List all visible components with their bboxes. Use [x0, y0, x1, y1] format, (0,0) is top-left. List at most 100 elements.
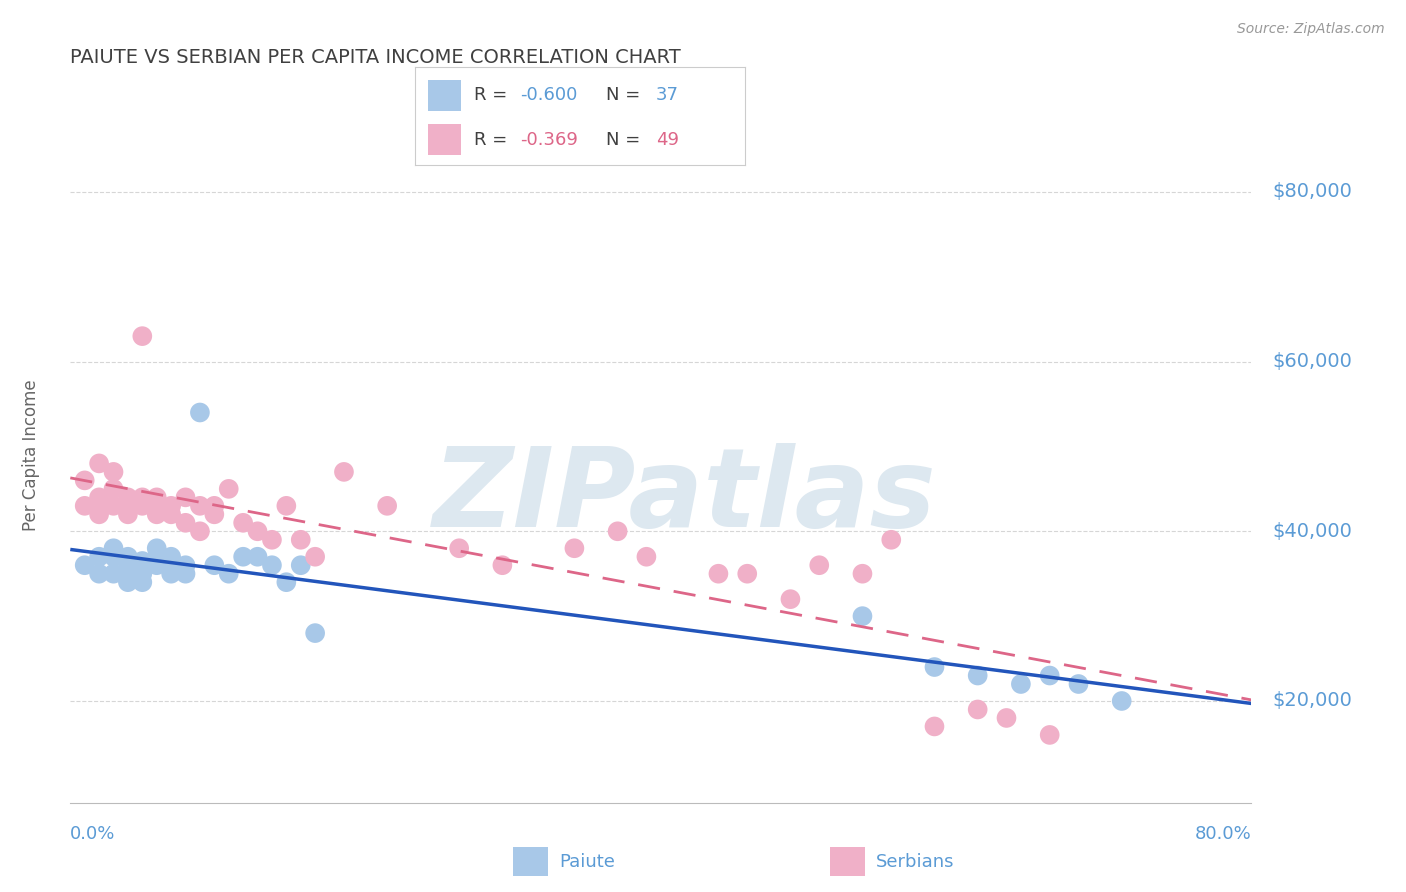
Point [246, 549, 269, 564]
Point [160, 549, 183, 564]
Point [491, 558, 513, 573]
Point [290, 558, 312, 573]
Point [924, 719, 946, 733]
Point [117, 566, 139, 581]
Point [232, 549, 254, 564]
Point [174, 491, 197, 505]
Text: N =: N = [606, 87, 647, 104]
Point [87, 491, 110, 505]
Point [735, 566, 758, 581]
Point [276, 575, 298, 590]
Point [117, 549, 139, 564]
Point [707, 566, 730, 581]
Point [333, 465, 356, 479]
Point [103, 566, 125, 581]
Point [606, 524, 628, 539]
Point [202, 508, 225, 522]
Point [174, 516, 197, 530]
Point [276, 499, 298, 513]
Point [117, 491, 139, 505]
Text: 49: 49 [657, 130, 679, 148]
Point [160, 499, 183, 513]
Point [1039, 668, 1062, 682]
Point [1067, 677, 1090, 691]
Point [290, 533, 312, 547]
Point [160, 508, 183, 522]
Point [117, 575, 139, 590]
Point [966, 668, 988, 682]
Point [218, 482, 240, 496]
Point [246, 524, 269, 539]
Point [218, 566, 240, 581]
Point [73, 474, 96, 488]
Point [1111, 694, 1133, 708]
Text: Per Capita Income: Per Capita Income [22, 379, 39, 531]
Point [145, 558, 167, 573]
Point [880, 533, 903, 547]
Point [851, 609, 873, 624]
Point [232, 516, 254, 530]
Text: Paiute: Paiute [560, 853, 616, 871]
Point [103, 465, 125, 479]
Point [103, 482, 125, 496]
Point [145, 491, 167, 505]
Point [188, 405, 211, 419]
Point [188, 499, 211, 513]
Point [87, 508, 110, 522]
Text: 37: 37 [657, 87, 679, 104]
Point [87, 566, 110, 581]
Point [779, 592, 801, 607]
Point [995, 711, 1018, 725]
Text: $40,000: $40,000 [1272, 522, 1353, 541]
Point [851, 566, 873, 581]
Point [131, 554, 153, 568]
Point [966, 702, 988, 716]
Text: Source: ZipAtlas.com: Source: ZipAtlas.com [1237, 22, 1385, 37]
Point [87, 549, 110, 564]
Text: 80.0%: 80.0% [1195, 825, 1251, 843]
Point [924, 660, 946, 674]
Point [145, 508, 167, 522]
Point [260, 533, 283, 547]
Point [174, 558, 197, 573]
Bar [427, 124, 461, 155]
Point [449, 541, 471, 556]
Point [1039, 728, 1062, 742]
Text: 0.0%: 0.0% [70, 825, 115, 843]
Point [202, 499, 225, 513]
Point [375, 499, 398, 513]
Point [260, 558, 283, 573]
Bar [427, 79, 461, 112]
Point [131, 558, 153, 573]
Text: ZIPatlas: ZIPatlas [433, 443, 936, 550]
Text: Serbians: Serbians [876, 853, 955, 871]
Text: -0.369: -0.369 [520, 130, 578, 148]
Text: R =: R = [474, 130, 513, 148]
Point [131, 329, 153, 343]
Point [117, 558, 139, 573]
Point [73, 499, 96, 513]
Point [188, 524, 211, 539]
Text: $80,000: $80,000 [1272, 182, 1353, 202]
Point [131, 575, 153, 590]
Point [304, 549, 326, 564]
Point [808, 558, 831, 573]
Point [304, 626, 326, 640]
Point [564, 541, 586, 556]
Point [103, 541, 125, 556]
Point [202, 558, 225, 573]
Text: PAIUTE VS SERBIAN PER CAPITA INCOME CORRELATION CHART: PAIUTE VS SERBIAN PER CAPITA INCOME CORR… [70, 48, 681, 67]
Point [103, 499, 125, 513]
Point [131, 499, 153, 513]
Text: -0.600: -0.600 [520, 87, 578, 104]
Point [145, 541, 167, 556]
Point [131, 491, 153, 505]
Point [117, 499, 139, 513]
Text: N =: N = [606, 130, 647, 148]
Point [145, 549, 167, 564]
Point [87, 457, 110, 471]
Point [117, 508, 139, 522]
Point [1010, 677, 1032, 691]
Text: R =: R = [474, 87, 513, 104]
Point [103, 549, 125, 564]
